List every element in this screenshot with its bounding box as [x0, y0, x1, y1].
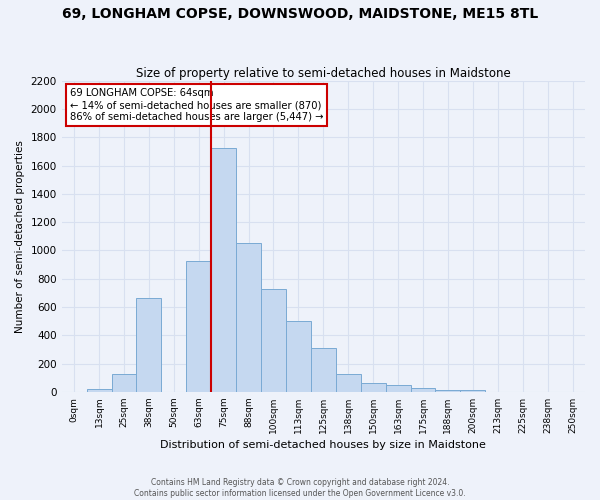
- Bar: [211, 148, 236, 392]
- Bar: [460, 390, 485, 392]
- Text: 69 LONGHAM COPSE: 64sqm
← 14% of semi-detached houses are smaller (870)
86% of s: 69 LONGHAM COPSE: 64sqm ← 14% of semi-de…: [70, 88, 323, 122]
- Bar: [136, 298, 161, 392]
- Bar: [386, 386, 410, 392]
- Text: 69, LONGHAM COPSE, DOWNSWOOD, MAIDSTONE, ME15 8TL: 69, LONGHAM COPSE, DOWNSWOOD, MAIDSTONE,…: [62, 8, 538, 22]
- Bar: [186, 261, 211, 392]
- Bar: [236, 244, 261, 392]
- Bar: [112, 374, 136, 392]
- X-axis label: Distribution of semi-detached houses by size in Maidstone: Distribution of semi-detached houses by …: [160, 440, 486, 450]
- Bar: [361, 382, 386, 392]
- Bar: [336, 374, 361, 392]
- Y-axis label: Number of semi-detached properties: Number of semi-detached properties: [15, 140, 25, 332]
- Bar: [410, 388, 436, 392]
- Bar: [261, 288, 286, 392]
- Bar: [311, 348, 336, 392]
- Title: Size of property relative to semi-detached houses in Maidstone: Size of property relative to semi-detach…: [136, 66, 511, 80]
- Bar: [436, 390, 460, 392]
- Text: Contains HM Land Registry data © Crown copyright and database right 2024.
Contai: Contains HM Land Registry data © Crown c…: [134, 478, 466, 498]
- Bar: [86, 389, 112, 392]
- Bar: [286, 321, 311, 392]
